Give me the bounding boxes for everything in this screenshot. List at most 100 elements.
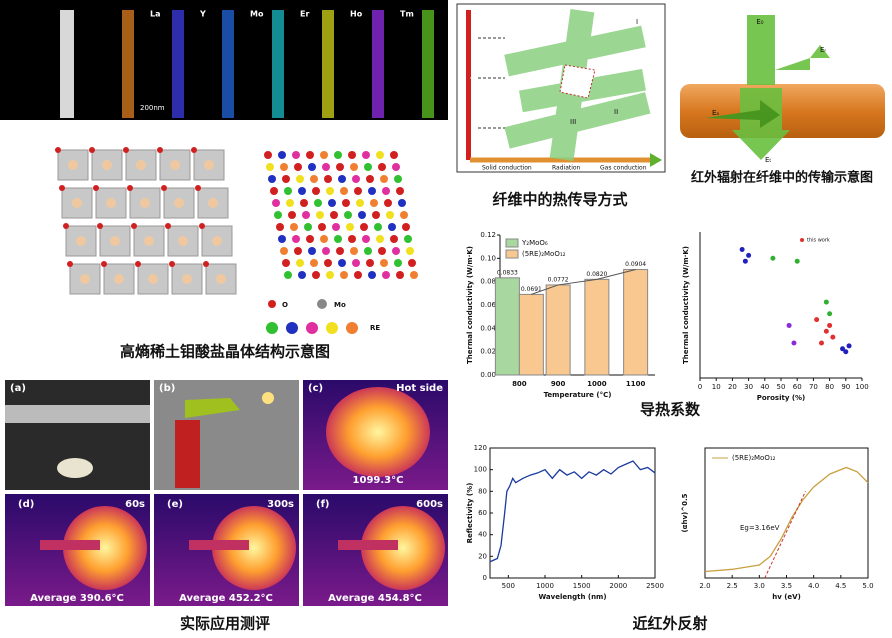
atom [340, 187, 348, 195]
atom [106, 198, 116, 208]
caption: 红外辐射在纤维中的传输示意图 [691, 170, 873, 186]
atom [292, 235, 300, 243]
atom [199, 223, 205, 229]
atom [344, 211, 352, 219]
atom [170, 160, 180, 170]
atom [55, 147, 61, 153]
atom [340, 271, 348, 279]
atom [63, 223, 69, 229]
atom [274, 211, 282, 219]
atom [123, 147, 129, 153]
atom [294, 247, 302, 255]
atom [282, 175, 290, 183]
atom [378, 163, 386, 171]
point [791, 340, 797, 346]
y-tick-label: 0.08 [480, 278, 496, 286]
atom [390, 151, 398, 159]
atom [114, 274, 124, 284]
point [819, 340, 824, 346]
atom [342, 199, 350, 207]
atom [101, 261, 107, 267]
atom [284, 271, 292, 279]
eds-map [222, 10, 234, 118]
x-tick-label: 10 [712, 383, 721, 391]
x-tick-label: 5.0 [862, 582, 873, 590]
panel-label: (a) [10, 383, 26, 394]
atom [388, 223, 396, 231]
trend-line [531, 269, 636, 295]
point [846, 343, 852, 349]
atom [338, 175, 346, 183]
legend-label: Gas conduction [600, 165, 647, 172]
atom [308, 247, 316, 255]
average: Average 454.8°C [328, 593, 422, 604]
atom [374, 223, 382, 231]
atom [276, 223, 284, 231]
atom [310, 259, 318, 267]
atom [376, 235, 384, 243]
atom [294, 163, 302, 171]
atom [284, 187, 292, 195]
atom [332, 223, 340, 231]
y-tick-label: 40 [478, 531, 487, 539]
atom [348, 151, 356, 159]
caption: 高熵稀土钼酸盐晶体结构示意图 [120, 343, 330, 361]
atom [278, 235, 286, 243]
x-axis-label: Temperature (°C) [544, 391, 612, 399]
atom [392, 163, 400, 171]
x-tick-label: 1000 [587, 380, 607, 388]
x-tick-label: 500 [502, 582, 515, 590]
atom [326, 187, 334, 195]
atom [282, 259, 290, 267]
caption: 实际应用测评 [180, 615, 270, 633]
atom [372, 211, 380, 219]
atom [93, 185, 99, 191]
y-tick-label: 20 [478, 552, 487, 560]
atom [384, 199, 392, 207]
atom [326, 271, 334, 279]
atom [144, 236, 154, 246]
eds-label: Y [199, 10, 206, 19]
atom [376, 151, 384, 159]
point [843, 349, 849, 355]
atom [380, 259, 388, 267]
atom [102, 160, 112, 170]
atom [360, 223, 368, 231]
atom [72, 198, 82, 208]
x-tick-label: 20 [728, 383, 737, 391]
atom [288, 211, 296, 219]
atom [178, 236, 188, 246]
x-tick-label: 30 [744, 383, 753, 391]
legend-label: O [282, 301, 288, 309]
legend-dot [266, 322, 278, 334]
panel-label: (b) [159, 383, 175, 394]
point [814, 317, 820, 323]
y-tick-label: 120 [474, 444, 487, 452]
average: Average 452.2°C [179, 593, 273, 604]
cube [171, 263, 203, 295]
marker: III [570, 118, 576, 126]
atom [67, 261, 73, 267]
atom [76, 236, 86, 246]
caption: 纤维中的热传导方式 [492, 191, 627, 209]
atom [396, 271, 404, 279]
point [827, 322, 833, 328]
x-tick-label: 4.5 [835, 582, 846, 590]
point [770, 255, 776, 261]
atom [382, 271, 390, 279]
eds-label: Ho [350, 10, 363, 19]
atom [208, 198, 218, 208]
x-tick-label: 50 [777, 383, 786, 391]
atom [195, 185, 201, 191]
atom [80, 274, 90, 284]
sem-fiber [60, 10, 74, 118]
atom [314, 199, 322, 207]
atom [165, 223, 171, 229]
atom [268, 175, 276, 183]
atom [320, 151, 328, 159]
y-tick-label: 0 [483, 574, 487, 582]
atom [300, 199, 308, 207]
x-tick-label: 70 [809, 383, 818, 391]
y-tick-label: 0.00 [480, 371, 496, 379]
atom [406, 247, 414, 255]
